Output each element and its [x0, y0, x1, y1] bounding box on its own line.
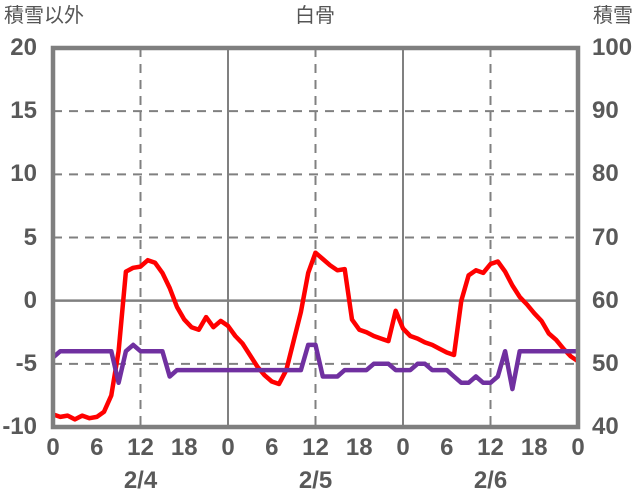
x-axis-tick-label: 18 [345, 434, 373, 461]
right-axis-title: 積雪 [593, 5, 633, 27]
day-label: 2/5 [298, 467, 333, 494]
day-label: 2/6 [473, 467, 508, 494]
x-axis-tick-label: 0 [46, 434, 60, 461]
left-axis-tick-label: 0 [23, 286, 37, 314]
right-axis-tick-label: 50 [592, 349, 619, 377]
right-axis-tick-label: 100 [592, 34, 633, 61]
x-axis-tick-label: 12 [477, 434, 504, 461]
series-line-snow-depth [51, 342, 580, 392]
x-axis-tick-label: 0 [571, 434, 585, 461]
x-axis-tick-label: 0 [396, 434, 410, 461]
x-axis-tick-label: 6 [265, 434, 279, 461]
plot-border [50, 45, 581, 430]
x-axis-tick-label: 6 [90, 434, 104, 461]
x-axis-tick-label: 18 [170, 434, 198, 461]
left-axis-tick-label: -10 [2, 413, 37, 440]
right-axis-tick-label: 90 [592, 97, 619, 125]
left-axis-tick-label: 5 [23, 223, 37, 251]
left-axis-tick-label: 15 [10, 97, 37, 125]
left-axis-title: 積雪以外 [4, 5, 84, 27]
day-label: 2/4 [123, 467, 158, 494]
left-axis-tick-label: 10 [10, 160, 37, 188]
left-axis-tick-label: -5 [15, 349, 37, 377]
right-axis-tick-label: 80 [592, 160, 619, 188]
x-axis-tick-label: 12 [127, 434, 154, 461]
x-axis-tick-label: 12 [302, 434, 329, 461]
series-line-other-than-snow [51, 250, 580, 422]
x-axis-tick-label: 18 [520, 434, 548, 461]
left-axis-tick-label: 20 [10, 34, 37, 61]
right-axis-tick-label: 60 [592, 286, 619, 314]
chart-title: 白骨 [295, 5, 335, 27]
x-axis-tick-label: 6 [440, 434, 454, 461]
x-axis-tick-label: 0 [221, 434, 235, 461]
right-axis-tick-label: 40 [592, 413, 619, 440]
right-axis-tick-label: 70 [592, 223, 619, 251]
